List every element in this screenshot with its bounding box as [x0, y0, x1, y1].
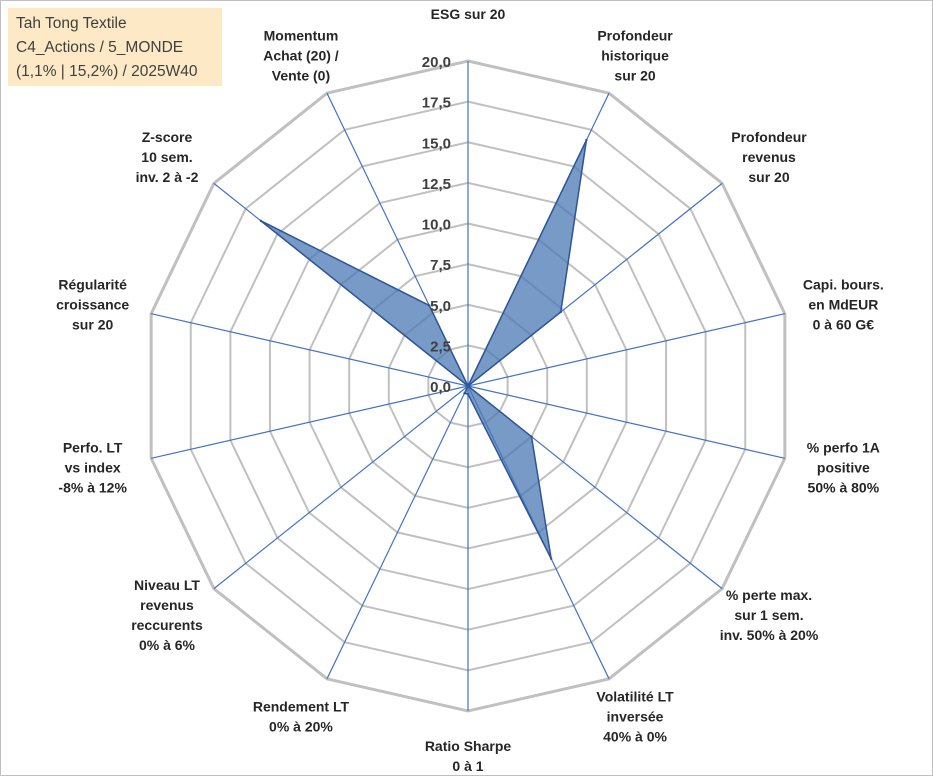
axis-label-2: Profondeur historique sur 20	[597, 27, 673, 83]
axis-label-10: Niveau LT revenus reccurents 0% à 6%	[131, 577, 203, 653]
title-line-2: C4_Actions / 5_MONDE	[16, 39, 184, 56]
axis-label-2-line-3: sur 20	[614, 67, 655, 83]
axis-label-6-line-2: sur 1 sem.	[734, 607, 803, 623]
axis-spoke-10	[213, 385, 469, 590]
axis-label-12-line-3: sur 20	[72, 316, 113, 332]
axis-spoke-4	[467, 313, 785, 387]
axis-label-11: Perfo. LT vs index -8% à 12%	[58, 440, 127, 496]
title-line-3: (1,1% | 15,2%) / 2025W40	[16, 63, 198, 80]
axis-label-5-line-3: 50% à 80%	[808, 480, 880, 496]
data-point-7	[549, 557, 553, 560]
tick-label-4: 10,0	[422, 217, 451, 234]
axis-label-6-line-3: inv. 50% à 20%	[720, 627, 819, 643]
axis-label-12: Régularité croissance sur 20	[56, 276, 129, 332]
axis-label-5: % perfo 1A positive 50% à 80%	[807, 440, 880, 496]
axis-label-10-line-3: reccurents	[131, 617, 203, 633]
data-point-14	[428, 304, 431, 307]
tick-label-2: 5,0	[430, 298, 451, 315]
tick-label-6: 15,0	[422, 135, 451, 152]
axis-label-3-line-3: sur 20	[748, 169, 789, 185]
axis-label-8-line-1: Ratio Sharpe	[425, 738, 512, 754]
tick-label-7: 17,5	[422, 95, 451, 112]
axis-label-14-line-3: Vente (0)	[272, 67, 330, 83]
axis-label-10-line-1: Niveau LT	[134, 577, 200, 593]
axis-label-12-line-2: croissance	[56, 296, 129, 312]
axis-label-8-line-2: 0 à 1	[452, 758, 483, 774]
axis-label-9-line-2: 0% à 20%	[269, 719, 333, 735]
axis-label-7-line-2: inversée	[607, 709, 664, 725]
axis-spoke-12	[151, 313, 469, 387]
axis-label-2-line-1: Profondeur	[597, 27, 673, 43]
axis-label-14-line-1: Momentum	[264, 27, 339, 43]
axis-label-5-line-2: positive	[817, 460, 870, 476]
axis-label-13-line-2: 10 sem.	[141, 149, 192, 165]
axis-label-1-line-2: ESG sur 20	[431, 6, 506, 22]
axis-label-6: % perte max. sur 1 sem. inv. 50% à 20%	[720, 587, 819, 643]
axis-spoke-5	[467, 385, 785, 459]
axis-label-8: Ratio Sharpe 0 à 1	[425, 738, 512, 774]
axis-label-3-line-1: Profondeur	[731, 129, 807, 145]
data-series-area	[260, 139, 588, 560]
axis-label-3: Profondeur revenus sur 20	[731, 129, 807, 185]
axis-label-13-line-1: Z-score	[142, 129, 193, 145]
axis-label-10-line-2: revenus	[140, 597, 194, 613]
tick-label-1: 2,5	[430, 338, 451, 355]
tick-label-3: 7,5	[430, 257, 451, 274]
axis-label-4-line-2: en MdEUR	[808, 296, 878, 312]
axis-label-9-line-1: Rendement LT	[253, 699, 350, 715]
axis-label-1: Note ESG sur 20	[431, 0, 506, 22]
axis-label-14-line-2: Achat (20) /	[263, 47, 339, 63]
title-line-1: Tah Tong Textile	[16, 15, 127, 32]
axis-label-11-line-1: Perfo. LT	[63, 440, 123, 456]
axis-label-6-line-1: % perte max.	[726, 587, 812, 603]
axis-label-1-line-1: Note	[452, 0, 483, 2]
data-point-12	[466, 384, 470, 388]
axis-label-7-line-1: Volatilité LT	[596, 689, 674, 705]
tick-label-5: 12,5	[422, 176, 451, 193]
axis-label-10-line-4: 0% à 6%	[139, 637, 196, 653]
data-point-8	[466, 392, 470, 396]
axis-label-2-line-2: historique	[601, 47, 669, 63]
data-point-9	[463, 392, 466, 395]
axis-label-4-line-3: 0 à 60 G€	[813, 316, 875, 332]
axis-label-7: Volatilité LT inversée 40% à 0%	[596, 689, 674, 745]
axis-label-14: Momentum Achat (20) / Vente (0)	[263, 27, 339, 83]
axis-label-4: Capi. bours. en MdEUR 0 à 60 G€	[803, 276, 884, 332]
axis-label-4-line-1: Capi. bours.	[803, 276, 884, 292]
axis-label-13: Z-score 10 sem. inv. 2 à -2	[136, 129, 199, 185]
axis-label-5-line-1: % perfo 1A	[807, 440, 880, 456]
tick-label-8: 20,0	[422, 54, 451, 71]
axis-label-11-line-3: -8% à 12%	[58, 480, 127, 496]
axis-spoke-11	[151, 385, 469, 459]
axis-label-3-line-2: revenus	[742, 149, 796, 165]
chart-title-box: Tah Tong Textile C4_Actions / 5_MONDE (1…	[8, 8, 222, 86]
data-point-2	[585, 138, 588, 142]
axis-label-11-line-2: vs index	[65, 460, 121, 476]
data-point-13	[259, 219, 263, 223]
data-point-3	[559, 310, 562, 314]
axis-label-12-line-1: Régularité	[58, 276, 127, 292]
tick-label-0: 0,0	[430, 379, 451, 396]
data-point-6	[530, 435, 533, 438]
axis-label-9: Rendement LT 0% à 20%	[253, 699, 350, 735]
axis-label-13-line-3: inv. 2 à -2	[136, 169, 199, 185]
axis-spoke-9	[326, 385, 469, 680]
axis-label-7-line-3: 40% à 0%	[603, 729, 667, 745]
